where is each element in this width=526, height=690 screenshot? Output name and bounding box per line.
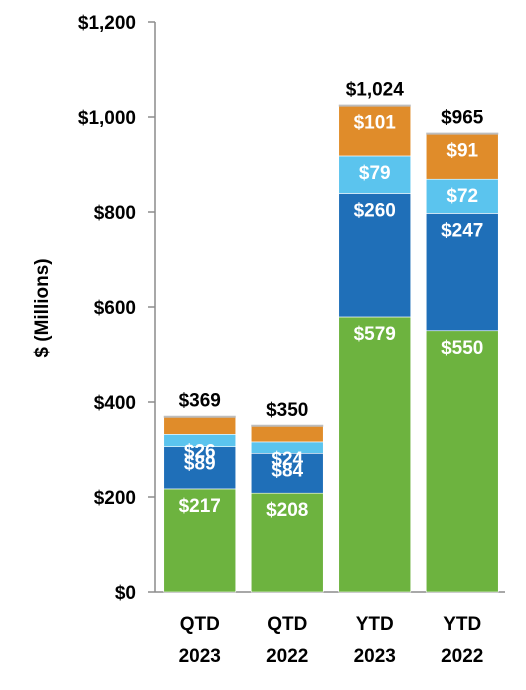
bar-segment <box>338 105 412 157</box>
bar-segment <box>250 452 324 494</box>
bar-total-label: $965 <box>441 108 484 129</box>
x-category-label: 2022 <box>266 646 308 667</box>
y-tick-label: $1,200 <box>78 13 136 34</box>
segment-value-label: $72 <box>446 186 478 207</box>
y-tick-label: $400 <box>94 393 136 414</box>
bar-total-label: $369 <box>179 391 221 412</box>
bar-segment <box>425 330 499 593</box>
segment-value-label: $247 <box>441 220 483 241</box>
bars <box>163 104 499 593</box>
x-category-label: 2022 <box>441 646 483 667</box>
y-tick-label: $1,000 <box>78 108 136 129</box>
bar-segment <box>338 316 412 593</box>
y-tick-label: $600 <box>94 298 136 319</box>
x-category-label: 2023 <box>354 646 396 667</box>
bar-total-label: $350 <box>266 400 308 421</box>
y-axis-label: $ (Millions) <box>32 258 53 357</box>
bar-segment <box>425 178 499 214</box>
segment-value-label: $217 <box>179 496 221 517</box>
y-tick-label: $800 <box>94 203 136 224</box>
x-category-label: YTD <box>356 614 394 635</box>
segment-value-label: $260 <box>354 200 396 221</box>
bar-total-label: $1,024 <box>346 80 405 101</box>
segment-value-label: $89 <box>184 454 216 475</box>
bar-segment <box>425 133 499 180</box>
segment-value-label: $579 <box>354 324 396 345</box>
segment-value-label: $101 <box>354 113 397 134</box>
bar-segment <box>425 213 499 332</box>
y-tick-label: $0 <box>115 583 136 604</box>
segment-value-label: $208 <box>266 500 308 521</box>
labels: $217 $89$26 $369 QTD 2023 $208 $84$24 $350 QTD 20… <box>179 80 484 667</box>
bar-segment <box>163 416 237 435</box>
segment-value-label: $79 <box>359 163 391 184</box>
bar-segment <box>250 425 324 443</box>
y-tick-label: $200 <box>94 488 136 509</box>
segment-value-label: $550 <box>441 338 483 359</box>
bar-segment <box>250 492 324 593</box>
bar-segment <box>338 193 412 318</box>
x-category-label: QTD <box>267 614 307 635</box>
x-category-label: QTD <box>180 614 220 635</box>
segment-value-label: $26 <box>184 441 216 462</box>
segment-value-label: $91 <box>446 141 478 162</box>
segment-value-label: $84 <box>271 460 303 481</box>
segment-value-label: $24 <box>271 449 303 470</box>
x-category-label: 2023 <box>179 646 221 667</box>
bar-segment <box>338 155 412 194</box>
x-category-label: YTD <box>443 614 481 635</box>
